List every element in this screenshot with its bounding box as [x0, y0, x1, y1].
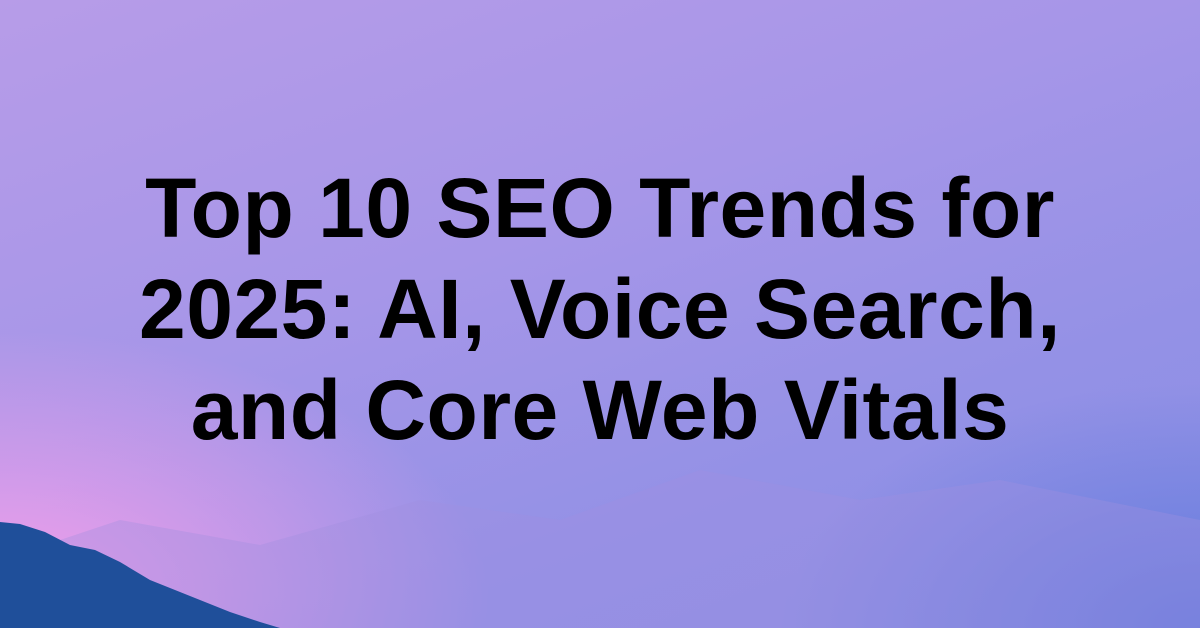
foreground-mountain [0, 522, 280, 628]
headline-line-2: 2025: AI, Voice Search, [139, 262, 1061, 356]
distant-hills [0, 470, 1200, 628]
headline-line-1: Top 10 SEO Trends for [145, 161, 1055, 255]
headline-line-3: and Core Web Vitals [190, 363, 1010, 457]
headline: Top 10 SEO Trends for 2025: AI, Voice Se… [0, 158, 1200, 461]
